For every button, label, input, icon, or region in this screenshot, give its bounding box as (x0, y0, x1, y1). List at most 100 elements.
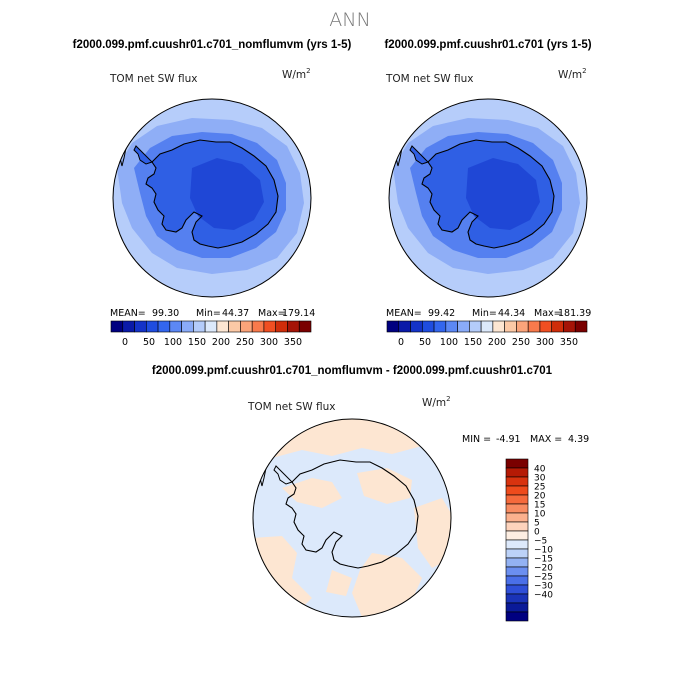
colorbar-swatch (505, 539, 529, 550)
colorbar-tick-label: −25 (534, 573, 553, 583)
stat-min-label: Min= (196, 308, 221, 319)
colorbar-swatch (457, 320, 470, 333)
panel-diff-variable: TOM net SW flux (247, 401, 336, 413)
colorbar-swatch (240, 320, 253, 333)
panel-diff-units: W/m2 (422, 395, 451, 409)
colorbar-tick-label: 150 (188, 337, 206, 348)
colorbar-tick-label: 250 (236, 337, 254, 348)
colorbar-swatch (505, 557, 529, 568)
colorbar-swatch (480, 320, 494, 333)
stat-min-value: 44.34 (498, 308, 525, 319)
colorbar-tick-label: 0 (122, 337, 128, 348)
stat-max-value: 179.14 (282, 308, 315, 319)
panel-left-map (113, 99, 311, 297)
colorbar-tick-label: 10 (534, 510, 546, 520)
colorbar-swatch (539, 320, 553, 333)
colorbar-swatch (433, 320, 447, 333)
stat-min-value: 44.37 (222, 308, 249, 319)
panel-right-units-exp: 2 (582, 67, 586, 75)
page-title: ANN (329, 9, 370, 31)
stat-max-label: Max= (534, 308, 562, 319)
colorbar-tick-label: 0 (398, 337, 404, 348)
colorbar-tick-label: −30 (534, 582, 553, 592)
panel-diff: f2000.099.pmf.cuushr01.c701_nomflumvm - … (152, 365, 589, 622)
colorbar-tick-label: 300 (260, 337, 278, 348)
panel-left: f2000.099.pmf.cuushr01.c701_nomflumvm (y… (73, 39, 352, 348)
colorbar-swatch (122, 320, 135, 333)
colorbar-swatch (505, 476, 529, 487)
colorbar-swatch (421, 320, 435, 333)
panel-left-units: W/m2 (282, 67, 311, 81)
colorbar-swatch (134, 320, 147, 333)
panel-right-units-base: W/m (558, 69, 582, 81)
colorbar-swatch (505, 521, 529, 532)
colorbar-swatch (505, 593, 529, 604)
colorbar-swatch (386, 320, 400, 333)
colorbar-tick-label: 50 (143, 337, 155, 348)
colorbar-swatch (505, 548, 529, 559)
colorbar-swatch (505, 485, 529, 496)
panel-diff-case-label: f2000.099.pmf.cuushr01.c701_nomflumvm - … (152, 365, 553, 377)
colorbar-swatch (169, 320, 182, 333)
colorbar-swatch (505, 503, 529, 514)
colorbar-swatch (204, 320, 218, 333)
colorbar-swatch (505, 530, 529, 541)
map-field-plateau (466, 158, 540, 230)
colorbar-tick-label: 20 (534, 492, 546, 502)
stat-max-label: MAX = (530, 434, 562, 445)
colorbar-tick-label: 150 (464, 337, 482, 348)
stat-min-label: MIN = (462, 434, 491, 445)
colorbar-tick-label: 100 (440, 337, 458, 348)
colorbar-tick-label: 5 (534, 519, 540, 529)
colorbar-tick-label: −20 (534, 564, 553, 574)
colorbar-tick-label: 0 (534, 528, 540, 538)
panel-left-colorbar: 0 50 100 150 200 250 300 350 (110, 320, 312, 348)
colorbar-swatch (563, 320, 576, 333)
stat-max-value: 4.39 (568, 434, 589, 445)
map-border (252, 418, 452, 618)
colorbar-swatch (516, 320, 529, 333)
colorbar-swatch (469, 320, 482, 333)
colorbar-tick-label: −5 (534, 537, 547, 547)
colorbar-tick-label: 350 (560, 337, 578, 348)
colorbar-swatch (275, 320, 288, 333)
colorbar-swatch (445, 320, 458, 333)
colorbar-swatch (181, 320, 194, 333)
stat-min-label: Min= (472, 308, 497, 319)
colorbar-swatch (110, 320, 124, 333)
panel-right-map (389, 99, 587, 297)
colorbar-tick-label: 200 (212, 337, 230, 348)
colorbar-swatch (298, 320, 312, 333)
stat-min-value: -4.91 (496, 434, 521, 445)
colorbar-swatch (157, 320, 171, 333)
colorbar-swatch (228, 320, 241, 333)
colorbar-tick-label: −10 (534, 546, 553, 556)
colorbar-swatch (505, 512, 529, 523)
panel-diff-stats: MIN = -4.91 MAX = 4.39 (462, 434, 589, 445)
colorbar-swatch (287, 320, 300, 333)
colorbar-swatch (504, 320, 517, 333)
colorbar-tick-label: −15 (534, 555, 553, 565)
colorbar-tick-label: 350 (284, 337, 302, 348)
colorbar-tick-label: 300 (536, 337, 554, 348)
stat-mean-label: MEAN= (386, 308, 422, 319)
stat-mean-value: 99.30 (152, 308, 179, 319)
colorbar-swatch (505, 611, 529, 622)
panel-diff-map (253, 419, 451, 617)
stat-max-value: 181.39 (558, 308, 591, 319)
panel-right-case-label: f2000.099.pmf.cuushr01.c701 (yrs 1-5) (384, 39, 591, 51)
panel-diff-units-exp: 2 (446, 395, 450, 403)
panel-right-stats: MEAN= 99.42 Min= 44.34 Max= 181.39 (386, 308, 591, 319)
stat-max-label: Max= (258, 308, 286, 319)
colorbar-tick-label: 200 (488, 337, 506, 348)
panel-left-stats: MEAN= 99.30 Min= 44.37 Max= 179.14 (110, 308, 315, 319)
colorbar-swatch (505, 467, 529, 478)
colorbar-tick-label: −40 (534, 591, 553, 601)
colorbar-tick-label: 50 (419, 337, 431, 348)
colorbar-swatch (527, 320, 541, 333)
panel-diff-units-base: W/m (422, 397, 446, 409)
panel-right-colorbar: 0 50 100 150 200 250 300 350 (386, 320, 588, 348)
colorbar-swatch (145, 320, 159, 333)
colorbar-swatch (505, 575, 529, 586)
